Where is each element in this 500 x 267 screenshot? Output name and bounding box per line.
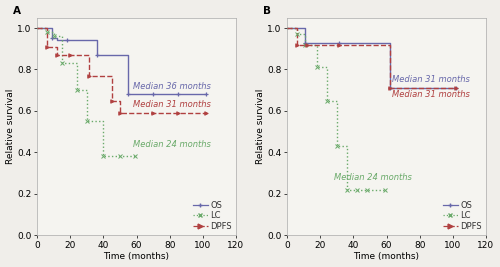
- Text: Median 24 months: Median 24 months: [334, 173, 411, 182]
- Y-axis label: Relative survival: Relative survival: [6, 89, 15, 164]
- Text: Median 31 months: Median 31 months: [392, 75, 469, 84]
- Text: B: B: [264, 6, 272, 15]
- Text: Median 31 months: Median 31 months: [392, 90, 469, 99]
- X-axis label: Time (months): Time (months): [104, 252, 170, 261]
- Y-axis label: Relative survival: Relative survival: [256, 89, 264, 164]
- Legend: OS, LC, DPFS: OS, LC, DPFS: [441, 199, 484, 233]
- Text: Median 36 months: Median 36 months: [134, 81, 211, 91]
- X-axis label: Time (months): Time (months): [354, 252, 420, 261]
- Legend: OS, LC, DPFS: OS, LC, DPFS: [191, 199, 234, 233]
- Text: Median 24 months: Median 24 months: [134, 140, 211, 148]
- Text: A: A: [14, 6, 22, 15]
- Text: Median 31 months: Median 31 months: [134, 100, 211, 109]
